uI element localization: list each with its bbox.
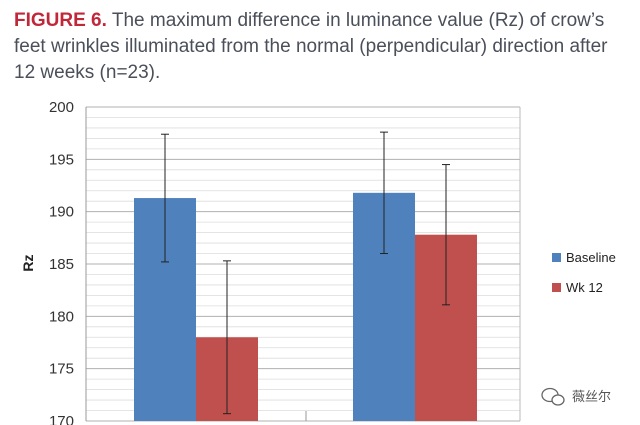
watermark-text: 薇丝尔 (572, 389, 611, 404)
figure-caption: FIGURE 6. The maximum difference in lumi… (14, 8, 626, 86)
y-axis-label: Rz (20, 254, 36, 271)
figure-caption-text: The maximum difference in luminance valu… (14, 10, 608, 83)
y-tick-label: 175 (49, 361, 74, 378)
error-bars (161, 131, 450, 415)
legend-label: Wk 12 (566, 280, 603, 295)
y-tick-label: 200 (49, 99, 74, 116)
y-tick-label: 180 (49, 308, 74, 325)
legend: Baseline Wk 12 (552, 250, 616, 295)
watermark: 薇丝尔 (541, 387, 611, 406)
legend-swatch (552, 253, 561, 262)
bars (134, 192, 477, 421)
legend-label: Baseline (566, 250, 616, 265)
y-axis: 170 175 180 185 190 195 200 (49, 99, 521, 425)
y-tick-label: 185 (49, 256, 74, 273)
figure-label: FIGURE 6. (14, 10, 107, 31)
y-tick-label: 190 (49, 204, 74, 221)
wechat-icon (541, 387, 565, 406)
y-tick-label: 170 (49, 413, 74, 425)
y-tick-label: 195 (49, 151, 74, 168)
legend-swatch (552, 283, 561, 292)
